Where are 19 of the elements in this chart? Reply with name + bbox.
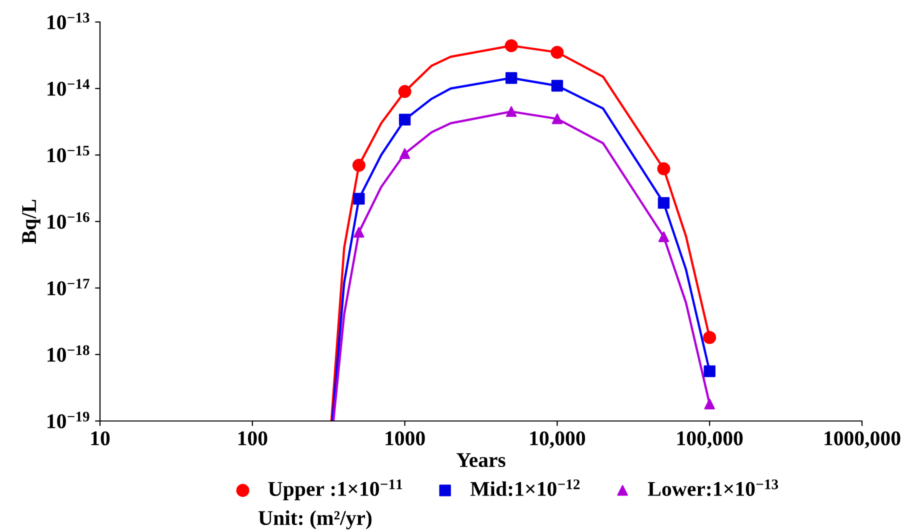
x-tick-label: 10: [91, 431, 110, 446]
legend-label: Mid:1×10$^{−12}$: [470, 479, 580, 496]
y-tick-label: 10$^{−15}$: [48, 146, 90, 162]
y-tick-label: 10$^{−16}$: [48, 212, 90, 229]
legend-label: Upper :1×10$^{−11}$: [268, 479, 402, 500]
y-tick-label: 10$^{−18}$: [48, 345, 90, 362]
y-axis-title: Bq/L: [22, 200, 40, 244]
x-tick-label: 1000: [386, 431, 425, 446]
x-axis-title: Years: [456, 453, 506, 468]
x-tick-label: 10,000: [530, 431, 586, 448]
text: Unit: (m²/yr): [258, 510, 372, 530]
x-tick-label: 100: [238, 431, 268, 446]
legend-label: Lower:1×10$^{−13}$: [648, 479, 778, 496]
y-tick-label: 10$^{−14}$: [48, 79, 90, 96]
y-tick-label: 10$^{−19}$: [48, 412, 90, 428]
x-tick-label: 100,000: [677, 431, 743, 448]
y-tick-label: 10$^{−13}$: [48, 12, 90, 30]
y-tick-label: 10$^{−17}$: [48, 278, 90, 296]
x-tick-label: 1000,000: [824, 431, 900, 448]
